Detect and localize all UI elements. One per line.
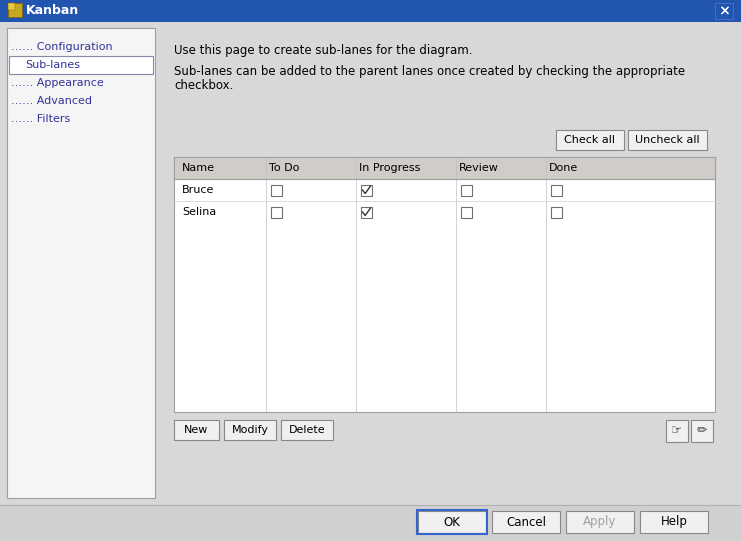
Bar: [628, 130, 707, 150]
Text: In Progress: In Progress: [359, 163, 420, 173]
Text: ✕: ✕: [720, 4, 730, 17]
Text: Sub-lanes: Sub-lanes: [25, 60, 80, 70]
Text: Done: Done: [549, 163, 578, 173]
Bar: [0, 0, 741, 22]
Bar: [8, 3, 22, 17]
Text: Use this page to create sub-lanes for the diagram.: Use this page to create sub-lanes for th…: [174, 44, 473, 57]
Text: Kanban: Kanban: [26, 4, 79, 17]
Bar: [271, 184, 282, 195]
Text: Review: Review: [459, 163, 499, 173]
Bar: [556, 130, 624, 150]
Bar: [174, 157, 715, 412]
Text: Cancel: Cancel: [506, 516, 546, 529]
Bar: [8, 3, 15, 10]
Text: Name: Name: [182, 163, 215, 173]
Text: Selina: Selina: [182, 207, 216, 217]
Bar: [0, 505, 741, 541]
Text: …… Configuration: …… Configuration: [11, 42, 113, 52]
Bar: [417, 510, 487, 534]
Bar: [715, 3, 733, 19]
Bar: [224, 420, 276, 440]
Bar: [281, 420, 333, 440]
Text: OK: OK: [444, 516, 460, 529]
Bar: [361, 184, 372, 195]
Bar: [566, 511, 634, 533]
Text: Modify: Modify: [231, 425, 268, 435]
Text: Check all: Check all: [565, 135, 616, 145]
Bar: [551, 184, 562, 195]
Text: …… Filters: …… Filters: [11, 114, 70, 124]
Bar: [174, 420, 219, 440]
Bar: [174, 157, 715, 179]
Bar: [461, 207, 472, 217]
Text: Help: Help: [660, 516, 688, 529]
Text: …… Appearance: …… Appearance: [11, 78, 104, 88]
Text: Uncheck all: Uncheck all: [635, 135, 700, 145]
Text: Sub-lanes can be added to the parent lanes once created by checking the appropri: Sub-lanes can be added to the parent lan…: [174, 65, 685, 78]
Bar: [461, 184, 472, 195]
Bar: [666, 420, 688, 442]
Bar: [361, 207, 372, 217]
Text: ☞: ☞: [671, 425, 682, 438]
Bar: [691, 420, 713, 442]
Bar: [640, 511, 708, 533]
Text: ✏: ✏: [697, 425, 707, 438]
Bar: [418, 511, 486, 533]
Text: checkbox.: checkbox.: [174, 79, 233, 92]
Text: Delete: Delete: [289, 425, 325, 435]
Text: ×: ×: [718, 4, 730, 18]
Text: To Do: To Do: [269, 163, 299, 173]
Bar: [492, 511, 560, 533]
Text: Bruce: Bruce: [182, 185, 214, 195]
Bar: [7, 28, 155, 498]
Text: …… Advanced: …… Advanced: [11, 96, 92, 106]
Bar: [551, 207, 562, 217]
Bar: [9, 56, 153, 74]
Bar: [271, 207, 282, 217]
Text: New: New: [185, 425, 209, 435]
Text: Apply: Apply: [583, 516, 617, 529]
